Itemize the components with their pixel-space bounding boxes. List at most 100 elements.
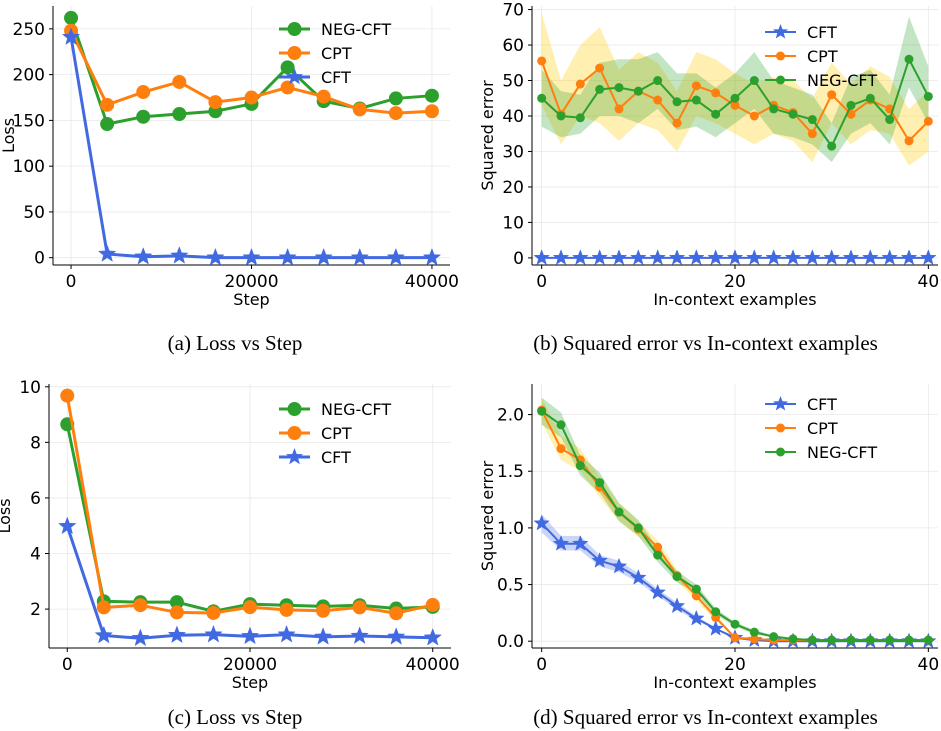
data-point-neg-cft — [575, 461, 585, 471]
y-tick-label: 150 — [13, 111, 45, 131]
data-point-cpt — [388, 106, 403, 121]
legend-label-neg-cft: NEG-CFT — [321, 400, 391, 419]
y-tick-label: 50 — [502, 72, 524, 92]
data-point-neg-cft — [537, 406, 547, 416]
data-point-neg-cft — [614, 83, 624, 93]
data-point-neg-cft — [556, 420, 566, 430]
data-point-cft — [610, 557, 628, 574]
data-point-neg-cft — [672, 97, 682, 107]
y-axis-label: Squared error — [478, 80, 497, 191]
data-point-cft — [133, 247, 153, 265]
data-point-cft — [726, 249, 744, 265]
data-point-cpt — [208, 95, 223, 110]
y-tick-label: 0 — [513, 249, 524, 269]
band-cpt — [541, 13, 929, 166]
data-point-cpt — [614, 104, 624, 114]
legend-marker-neg-cft — [287, 402, 302, 416]
data-point-cft — [668, 597, 686, 614]
data-point-neg-cft — [904, 54, 914, 64]
y-tick-label: 2 — [30, 600, 41, 620]
legend-label-neg-cft: NEG-CFT — [807, 443, 877, 462]
data-point-neg-cft — [575, 113, 585, 123]
data-point-cpt — [389, 606, 404, 621]
data-point-neg-cft — [280, 60, 295, 75]
data-point-neg-cft — [846, 635, 856, 645]
y-tick-label: 0 — [34, 249, 45, 269]
legend-label-neg-cft: NEG-CFT — [807, 71, 877, 90]
y-tick-label: 4 — [30, 545, 41, 565]
legend-marker-neg-cft — [776, 447, 785, 457]
legend: CFT CPT NEG-CFT — [765, 395, 877, 462]
data-point-neg-cft — [672, 572, 682, 582]
data-point-neg-cft — [885, 115, 895, 125]
legend-label-cpt: CPT — [321, 424, 352, 443]
legend-marker-cpt — [287, 46, 302, 60]
data-point-cpt — [807, 129, 817, 139]
data-point-neg-cft — [614, 507, 624, 517]
data-point-cft — [206, 247, 225, 266]
data-point-cft — [277, 624, 296, 643]
data-point-cft — [242, 247, 261, 266]
caption-d: (d) Squared error vs In-context examples — [533, 705, 878, 729]
x-axis-label: Step — [232, 673, 268, 692]
data-point-neg-cft — [556, 111, 566, 121]
y-tick-label: 20 — [502, 178, 524, 198]
y-tick-label: 2.0 — [497, 406, 524, 426]
data-point-neg-cft — [807, 115, 817, 125]
data-point-cpt — [672, 118, 682, 128]
data-point-cft — [862, 249, 879, 265]
data-point-cft — [97, 244, 117, 262]
data-point-cft — [804, 249, 821, 265]
data-point-cft — [422, 247, 442, 266]
data-point-cpt — [923, 116, 933, 126]
data-point-cpt — [691, 81, 701, 91]
data-point-cft — [688, 609, 705, 626]
y-tick-label: 100 — [13, 157, 45, 177]
x-tick-label: 0 — [536, 272, 547, 292]
data-point-cpt — [243, 600, 257, 615]
legend-label-cft: CFT — [321, 68, 351, 87]
data-point-cpt — [352, 102, 367, 117]
chart-panel-1: 0 10 20 30 40 50 60 70 0 20 40 In-context examples S… — [478, 1, 939, 309]
data-point-cpt — [749, 111, 759, 121]
data-point-neg-cft — [691, 95, 701, 105]
data-point-neg-cft — [827, 141, 837, 151]
x-tick-label: 40 — [918, 272, 940, 292]
legend-label-cft: CFT — [807, 395, 837, 414]
data-point-neg-cft — [100, 117, 115, 132]
data-point-neg-cft — [136, 109, 151, 124]
data-point-cpt — [172, 74, 187, 89]
y-tick-label: 1.5 — [497, 462, 524, 482]
y-tick-label: 40 — [502, 107, 524, 127]
data-point-cpt — [425, 597, 440, 612]
data-point-neg-cft — [749, 76, 759, 86]
data-point-neg-cft — [653, 76, 663, 86]
legend-label-cft: CFT — [321, 448, 351, 467]
y-tick-label: 0.0 — [497, 632, 524, 652]
data-point-neg-cft — [633, 523, 643, 533]
data-point-cpt — [206, 605, 221, 620]
data-point-cft — [61, 27, 81, 45]
data-point-cft — [423, 628, 442, 646]
data-point-neg-cft — [788, 109, 798, 119]
data-point-neg-cft — [923, 91, 933, 101]
x-axis-label: Step — [233, 290, 269, 309]
legend-label-cft: CFT — [807, 23, 837, 42]
data-point-cpt — [556, 444, 566, 454]
data-point-neg-cft — [788, 634, 798, 644]
legend-marker-cft — [772, 24, 789, 39]
data-point-cpt — [904, 136, 914, 146]
legend-marker-cpt — [287, 426, 302, 440]
data-point-cpt — [749, 634, 759, 644]
band-neg-cft — [541, 397, 929, 642]
data-point-cft — [649, 249, 666, 265]
y-tick-label: 70 — [502, 1, 524, 21]
data-point-cft — [313, 627, 333, 645]
data-point-cft — [591, 552, 608, 568]
data-point-cft — [170, 246, 189, 264]
y-tick-label: 0.5 — [497, 576, 524, 596]
data-point-cpt — [424, 104, 439, 119]
data-point-cft — [707, 620, 724, 636]
data-point-neg-cft — [827, 635, 837, 645]
data-point-cpt — [169, 605, 184, 620]
